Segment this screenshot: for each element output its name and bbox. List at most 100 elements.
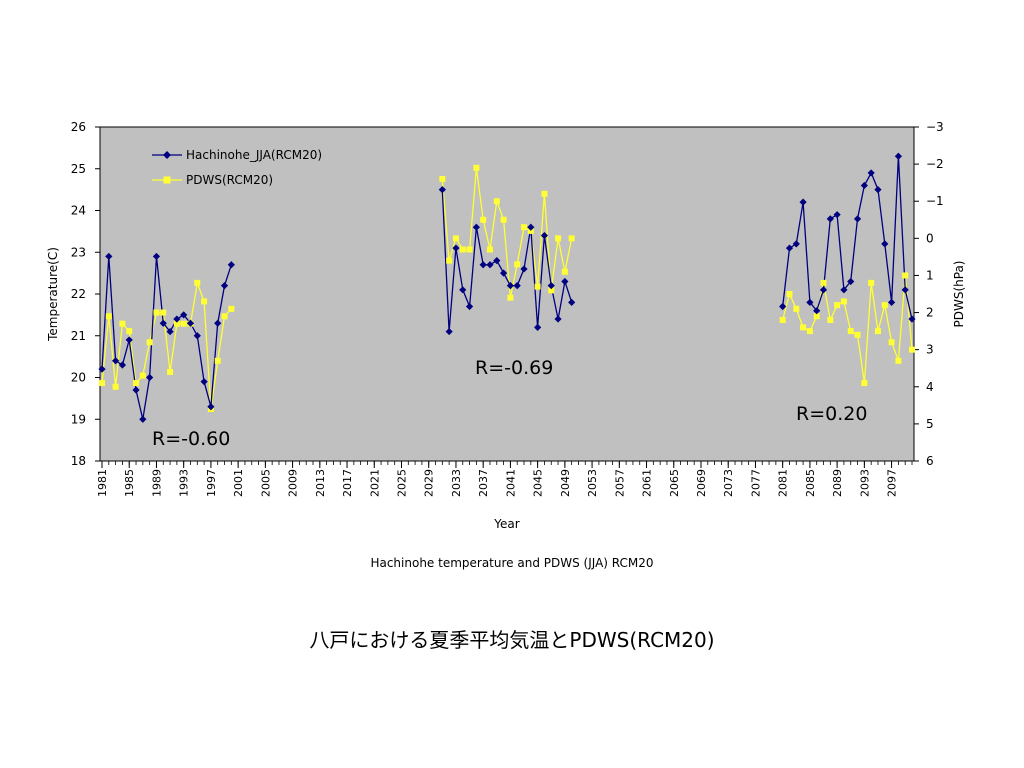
pdws-point bbox=[439, 175, 446, 182]
temperature-point bbox=[901, 286, 909, 294]
pdws-point bbox=[847, 328, 854, 335]
temperature-point bbox=[493, 257, 501, 265]
temperature-point bbox=[465, 302, 474, 311]
temperature-point bbox=[139, 415, 147, 423]
temperature-line bbox=[101, 256, 232, 420]
y2-tick-label: 0 bbox=[926, 231, 934, 245]
temperature-point bbox=[452, 244, 460, 252]
pdws-point bbox=[459, 246, 466, 253]
pdws-point bbox=[779, 316, 786, 323]
pdws-point bbox=[827, 316, 834, 323]
pdws-point bbox=[909, 346, 915, 353]
x-tick-label: 2061 bbox=[641, 469, 654, 497]
y2-tick-label: 5 bbox=[926, 417, 934, 431]
temperature-point bbox=[506, 282, 515, 290]
x-tick-label: 2013 bbox=[314, 469, 327, 497]
pdws-point bbox=[446, 257, 453, 264]
pdws-point bbox=[105, 313, 112, 320]
pdws-point bbox=[548, 287, 555, 294]
pdws-point bbox=[861, 380, 868, 387]
pdws-point bbox=[527, 227, 534, 234]
y-tick-label: 24 bbox=[71, 204, 86, 218]
pdws-point bbox=[160, 309, 167, 316]
temperature-point bbox=[479, 261, 487, 269]
temperature-point bbox=[847, 277, 855, 286]
pdws-point bbox=[521, 224, 528, 231]
y2-tick-label: 4 bbox=[926, 380, 934, 394]
x-tick-label: 1989 bbox=[150, 469, 163, 497]
temperature-point bbox=[459, 286, 467, 294]
temperature-point bbox=[445, 327, 453, 336]
pdws-point bbox=[514, 261, 521, 268]
y-tick-label: 20 bbox=[71, 371, 86, 385]
x-tick-label: 2049 bbox=[559, 469, 572, 497]
annotation-r-2081: R=0.20 bbox=[796, 403, 867, 425]
y2-tick-label: 6 bbox=[926, 454, 934, 468]
pdws-point bbox=[486, 246, 493, 253]
x-tick-label: 2017 bbox=[341, 469, 354, 497]
temperature-point bbox=[186, 319, 195, 327]
x-tick-label: 2021 bbox=[368, 469, 381, 497]
y2-tick-label: −3 bbox=[926, 120, 944, 134]
y2-tick-label: 1 bbox=[926, 268, 934, 282]
temperature-point bbox=[166, 327, 174, 336]
x-tick-label: 2053 bbox=[586, 469, 599, 497]
pdws-point bbox=[500, 216, 507, 223]
temperature-point bbox=[534, 323, 542, 331]
pdws-point bbox=[99, 380, 105, 387]
temperature-point bbox=[486, 261, 494, 269]
pdws-point bbox=[541, 190, 548, 197]
pdws-point bbox=[194, 279, 201, 286]
temperature-point bbox=[180, 311, 188, 319]
temperature-point bbox=[881, 240, 889, 248]
temperature-point bbox=[146, 373, 154, 382]
y2-tick-label: −2 bbox=[926, 157, 944, 171]
pdws-point bbox=[568, 235, 575, 242]
pdws-point bbox=[466, 246, 473, 253]
pdws-point bbox=[881, 302, 888, 309]
annotation-r-2031: R=-0.69 bbox=[475, 357, 553, 379]
x-tick-label: 2085 bbox=[804, 469, 817, 497]
temperature-point bbox=[125, 336, 133, 344]
legend-marker-hachinohe bbox=[163, 151, 171, 159]
x-tick-label: 2093 bbox=[858, 469, 871, 497]
temperature-point bbox=[826, 215, 834, 223]
y-tick-label: 26 bbox=[71, 120, 86, 134]
x-tick-label: 1993 bbox=[178, 469, 191, 497]
x-tick-label: 2073 bbox=[722, 469, 735, 497]
y-axis-label: Temperature(C) bbox=[46, 247, 60, 342]
x-tick-label: 2005 bbox=[259, 469, 272, 497]
y-tick-label: 19 bbox=[71, 412, 86, 426]
temperature-point bbox=[561, 277, 569, 286]
x-tick-label: 2041 bbox=[504, 469, 517, 497]
temperature-point bbox=[860, 181, 868, 190]
temperature-point bbox=[152, 252, 161, 261]
pdws-point bbox=[786, 291, 793, 297]
temperature-point bbox=[779, 302, 787, 311]
x-tick-label: 2009 bbox=[287, 469, 300, 497]
temperature-point bbox=[118, 361, 127, 369]
pdws-point bbox=[555, 235, 562, 242]
pdws-point bbox=[221, 313, 228, 320]
legend-marker-pdws bbox=[163, 176, 171, 184]
temperature-point bbox=[833, 211, 841, 219]
legend-label-hachinohe: Hachinohe_JJA(RCM20) bbox=[186, 148, 322, 162]
pdws-point bbox=[153, 309, 160, 316]
pdws-point bbox=[112, 383, 119, 390]
temperature-point bbox=[554, 315, 562, 323]
pdws-point bbox=[493, 198, 500, 205]
chart-subtitle: Hachinohe temperature and PDWS (JJA) RCM… bbox=[370, 556, 653, 570]
slide-caption: 八戸における夏季平均気温とPDWS(RCM20) bbox=[309, 628, 715, 652]
temperature-line bbox=[782, 156, 913, 320]
x-tick-label: 1985 bbox=[123, 469, 136, 497]
temperature-point bbox=[214, 319, 222, 327]
x-tick-label: 2081 bbox=[777, 469, 790, 497]
pdws-point bbox=[534, 283, 541, 290]
pdws-point bbox=[452, 235, 459, 242]
x-tick-label: 2033 bbox=[450, 469, 463, 497]
y-tick-label: 25 bbox=[71, 162, 86, 176]
temperature-point bbox=[220, 282, 229, 290]
pdws-point bbox=[119, 320, 126, 327]
temperature-point bbox=[887, 298, 896, 306]
